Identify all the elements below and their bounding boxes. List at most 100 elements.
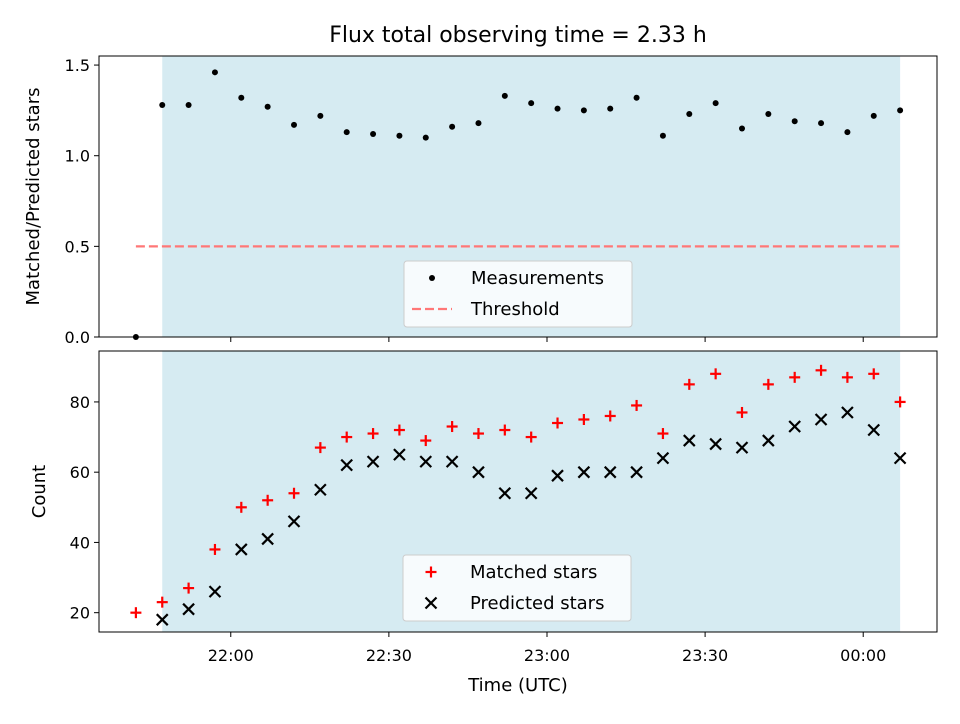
data-point <box>736 406 748 418</box>
y-tick-label: 0.5 <box>65 237 90 256</box>
data-point <box>683 434 696 447</box>
data-point <box>815 364 827 376</box>
y-axis-label: Matched/Predicted stars <box>23 88 44 306</box>
data-point <box>185 101 192 108</box>
data-point <box>844 129 851 136</box>
data-point <box>630 465 643 479</box>
chart-title: Flux total observing time = 2.33 h <box>329 23 707 48</box>
data-point <box>552 417 564 429</box>
data-point <box>235 501 247 513</box>
data-point <box>238 94 245 101</box>
series-matched-stars <box>130 364 906 619</box>
x-stroke <box>314 483 327 497</box>
legend: Matched stars Predicted stars <box>402 554 632 622</box>
y-tick-label: 1.0 <box>65 147 90 166</box>
data-point <box>209 543 221 555</box>
legend-label: Threshold <box>470 299 560 320</box>
data-point <box>446 421 458 433</box>
data-point <box>420 435 432 447</box>
data-point <box>524 486 538 500</box>
data-point <box>710 368 722 380</box>
data-point <box>894 396 906 408</box>
data-point <box>867 423 881 437</box>
data-point <box>712 100 719 107</box>
data-point <box>419 455 433 468</box>
x-stroke <box>735 441 749 454</box>
data-point <box>370 130 377 137</box>
data-point <box>870 112 877 119</box>
data-point <box>367 428 379 440</box>
x-stroke <box>762 434 775 447</box>
data-point <box>603 465 617 479</box>
data-point <box>472 428 484 440</box>
x-stroke <box>287 515 301 528</box>
x-stroke <box>472 465 485 479</box>
data-point <box>578 413 590 425</box>
data-point <box>789 371 801 383</box>
x-stroke <box>393 448 406 461</box>
legend-label: Matched stars <box>470 562 597 583</box>
data-point <box>183 582 195 594</box>
data-point <box>422 134 429 141</box>
data-point <box>235 543 248 556</box>
x-stroke <box>656 451 670 465</box>
data-point <box>156 596 168 608</box>
x-stroke <box>814 413 828 426</box>
legend-label: Measurements <box>471 268 604 289</box>
data-point <box>182 602 195 616</box>
data-point <box>762 434 775 447</box>
data-point <box>396 132 403 139</box>
data-point <box>314 442 326 454</box>
legend: Measurements Threshold <box>403 260 633 328</box>
x-stroke <box>841 406 854 419</box>
data-point <box>472 465 485 479</box>
legend-marker <box>424 596 438 610</box>
legend-marker <box>429 275 435 281</box>
x-stroke <box>182 602 195 616</box>
data-point <box>841 371 853 383</box>
data-point <box>288 487 300 499</box>
data-point <box>607 105 614 112</box>
data-point <box>525 431 537 443</box>
bottom-panel: 20 40 60 80 22:00 22:30 23:00 23:30 00:00 Count Ma… <box>29 350 938 665</box>
x-stroke <box>867 423 881 437</box>
data-point <box>657 428 669 440</box>
x-stroke <box>445 455 459 468</box>
data-point <box>788 420 801 433</box>
data-point <box>393 448 406 461</box>
data-point <box>475 120 482 127</box>
data-point <box>340 458 353 472</box>
x-axis-label: Time (UTC) <box>467 675 568 696</box>
data-point <box>897 107 904 114</box>
data-point <box>449 123 456 130</box>
data-point <box>208 585 222 598</box>
data-point <box>818 120 825 127</box>
legend-box <box>403 260 633 328</box>
data-point <box>551 469 564 482</box>
x-tick-label: 00:00 <box>840 646 886 665</box>
x-stroke <box>261 532 274 546</box>
y-tick-label: 40 <box>70 533 90 552</box>
data-point <box>317 112 324 119</box>
x-tick-label: 23:30 <box>682 646 728 665</box>
series-predicted-stars <box>155 406 907 626</box>
data-point <box>264 103 271 110</box>
data-point <box>554 105 561 112</box>
data-point <box>580 107 587 114</box>
data-point <box>841 406 854 419</box>
data-point <box>366 455 380 468</box>
data-point <box>577 465 591 479</box>
data-point <box>501 92 508 99</box>
x-stroke <box>577 465 591 479</box>
data-point <box>291 121 298 128</box>
data-point <box>683 378 695 390</box>
x-stroke <box>366 455 380 468</box>
x-stroke <box>524 486 538 500</box>
data-point <box>341 431 353 443</box>
data-point <box>262 494 274 506</box>
x-stroke <box>683 434 696 447</box>
x-stroke <box>603 465 617 479</box>
data-point <box>762 378 774 390</box>
data-point <box>393 424 405 436</box>
data-point <box>604 410 616 422</box>
